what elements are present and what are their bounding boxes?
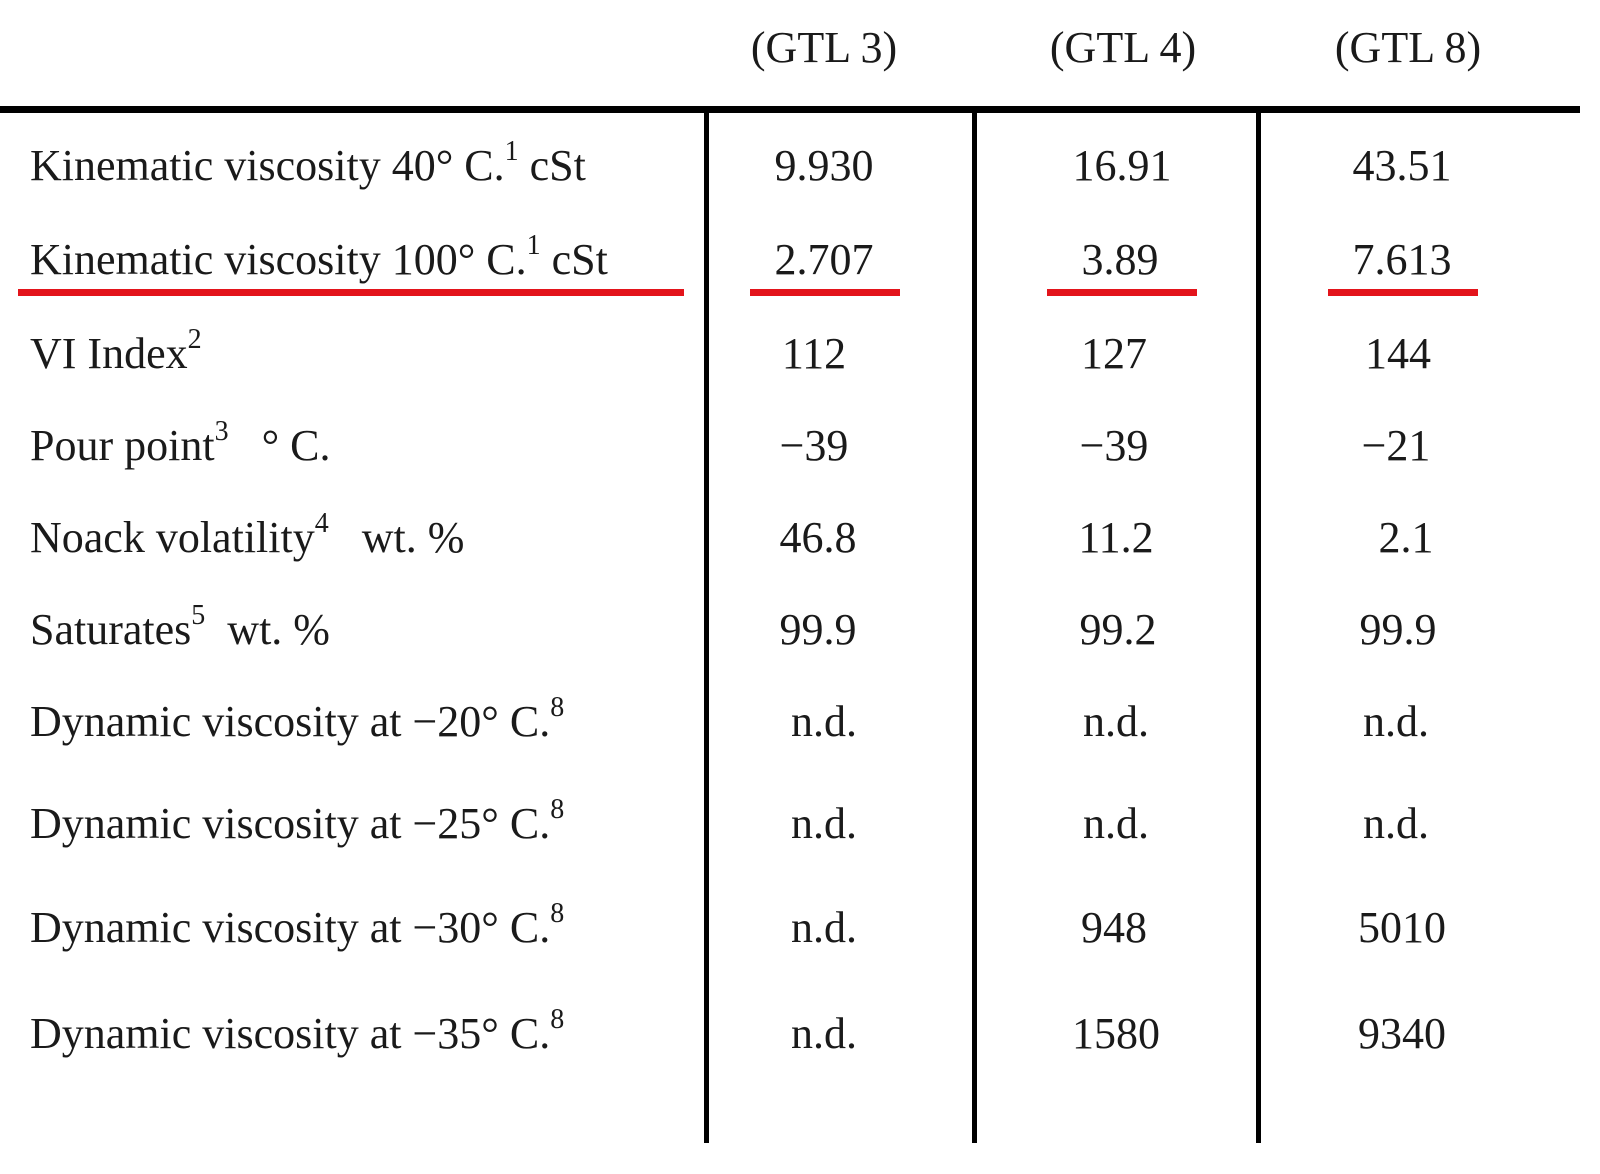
table-cell: 2.1 <box>1378 513 1434 562</box>
highlight-underline-gtl8 <box>1328 289 1478 296</box>
highlight-underline-gtl4 <box>1047 289 1197 296</box>
table-cell: 1580 <box>1072 1009 1160 1058</box>
row-label: Dynamic viscosity at −25° C.8 <box>30 794 565 848</box>
table-cell: 99.9 <box>1359 605 1437 654</box>
highlight-underline-label <box>18 289 684 296</box>
table-cell: 99.2 <box>1079 605 1157 654</box>
row-label: VI Index2 <box>30 324 202 378</box>
table-cell: 9340 <box>1358 1009 1446 1058</box>
row-label: Kinematic viscosity 40° C.1 cSt <box>30 136 586 190</box>
table-cell: 99.9 <box>779 605 857 654</box>
table-cell: −39 <box>779 421 849 470</box>
table-cell: −21 <box>1361 421 1431 470</box>
table-cell: 43.51 <box>1352 141 1452 190</box>
table-cell: 7.613 <box>1352 235 1452 284</box>
column-header-gtl8: (GTL 8) <box>1334 23 1482 72</box>
table-cell: 46.8 <box>779 513 857 562</box>
table-cell: 3.89 <box>1081 235 1159 284</box>
row-label: Dynamic viscosity at −20° C.8 <box>30 692 565 746</box>
row-label: Kinematic viscosity 100° C.1 cSt <box>30 230 608 284</box>
row-label: Noack volatility4 wt. % <box>30 508 465 562</box>
table-cell: n.d. <box>791 903 857 952</box>
table-cell: 11.2 <box>1078 513 1154 562</box>
table-cell: n.d. <box>791 1009 857 1058</box>
row-label: Dynamic viscosity at −35° C.8 <box>30 1004 565 1058</box>
table-cell: −39 <box>1079 421 1149 470</box>
table-cell: 948 <box>1081 903 1147 952</box>
column-header-gtl4: (GTL 4) <box>1049 23 1197 72</box>
column-header-gtl3: (GTL 3) <box>750 23 898 72</box>
table-cell: 144 <box>1365 329 1431 378</box>
highlight-underline-gtl3 <box>750 289 900 296</box>
table-cell: 9.930 <box>774 141 874 190</box>
table-cell: 127 <box>1081 329 1147 378</box>
row-label: Dynamic viscosity at −30° C.8 <box>30 898 565 952</box>
table-cell: n.d. <box>1363 697 1429 746</box>
row-label: Saturates5 wt. % <box>30 600 330 654</box>
table-cell: 112 <box>781 329 847 378</box>
table-cell: n.d. <box>1083 799 1149 848</box>
table-cell: 5010 <box>1358 903 1446 952</box>
table-cell: n.d. <box>791 697 857 746</box>
row-label: Pour point3 ° C. <box>30 416 331 470</box>
table-cell: 2.707 <box>774 235 874 284</box>
table-cell: n.d. <box>1083 697 1149 746</box>
table-cell: n.d. <box>791 799 857 848</box>
table-cell: n.d. <box>1363 799 1429 848</box>
column-divider-2 <box>972 113 977 1143</box>
column-divider-1 <box>704 113 709 1143</box>
table-cell: 16.91 <box>1072 141 1172 190</box>
column-divider-3 <box>1256 113 1261 1143</box>
header-rule <box>0 106 1580 113</box>
